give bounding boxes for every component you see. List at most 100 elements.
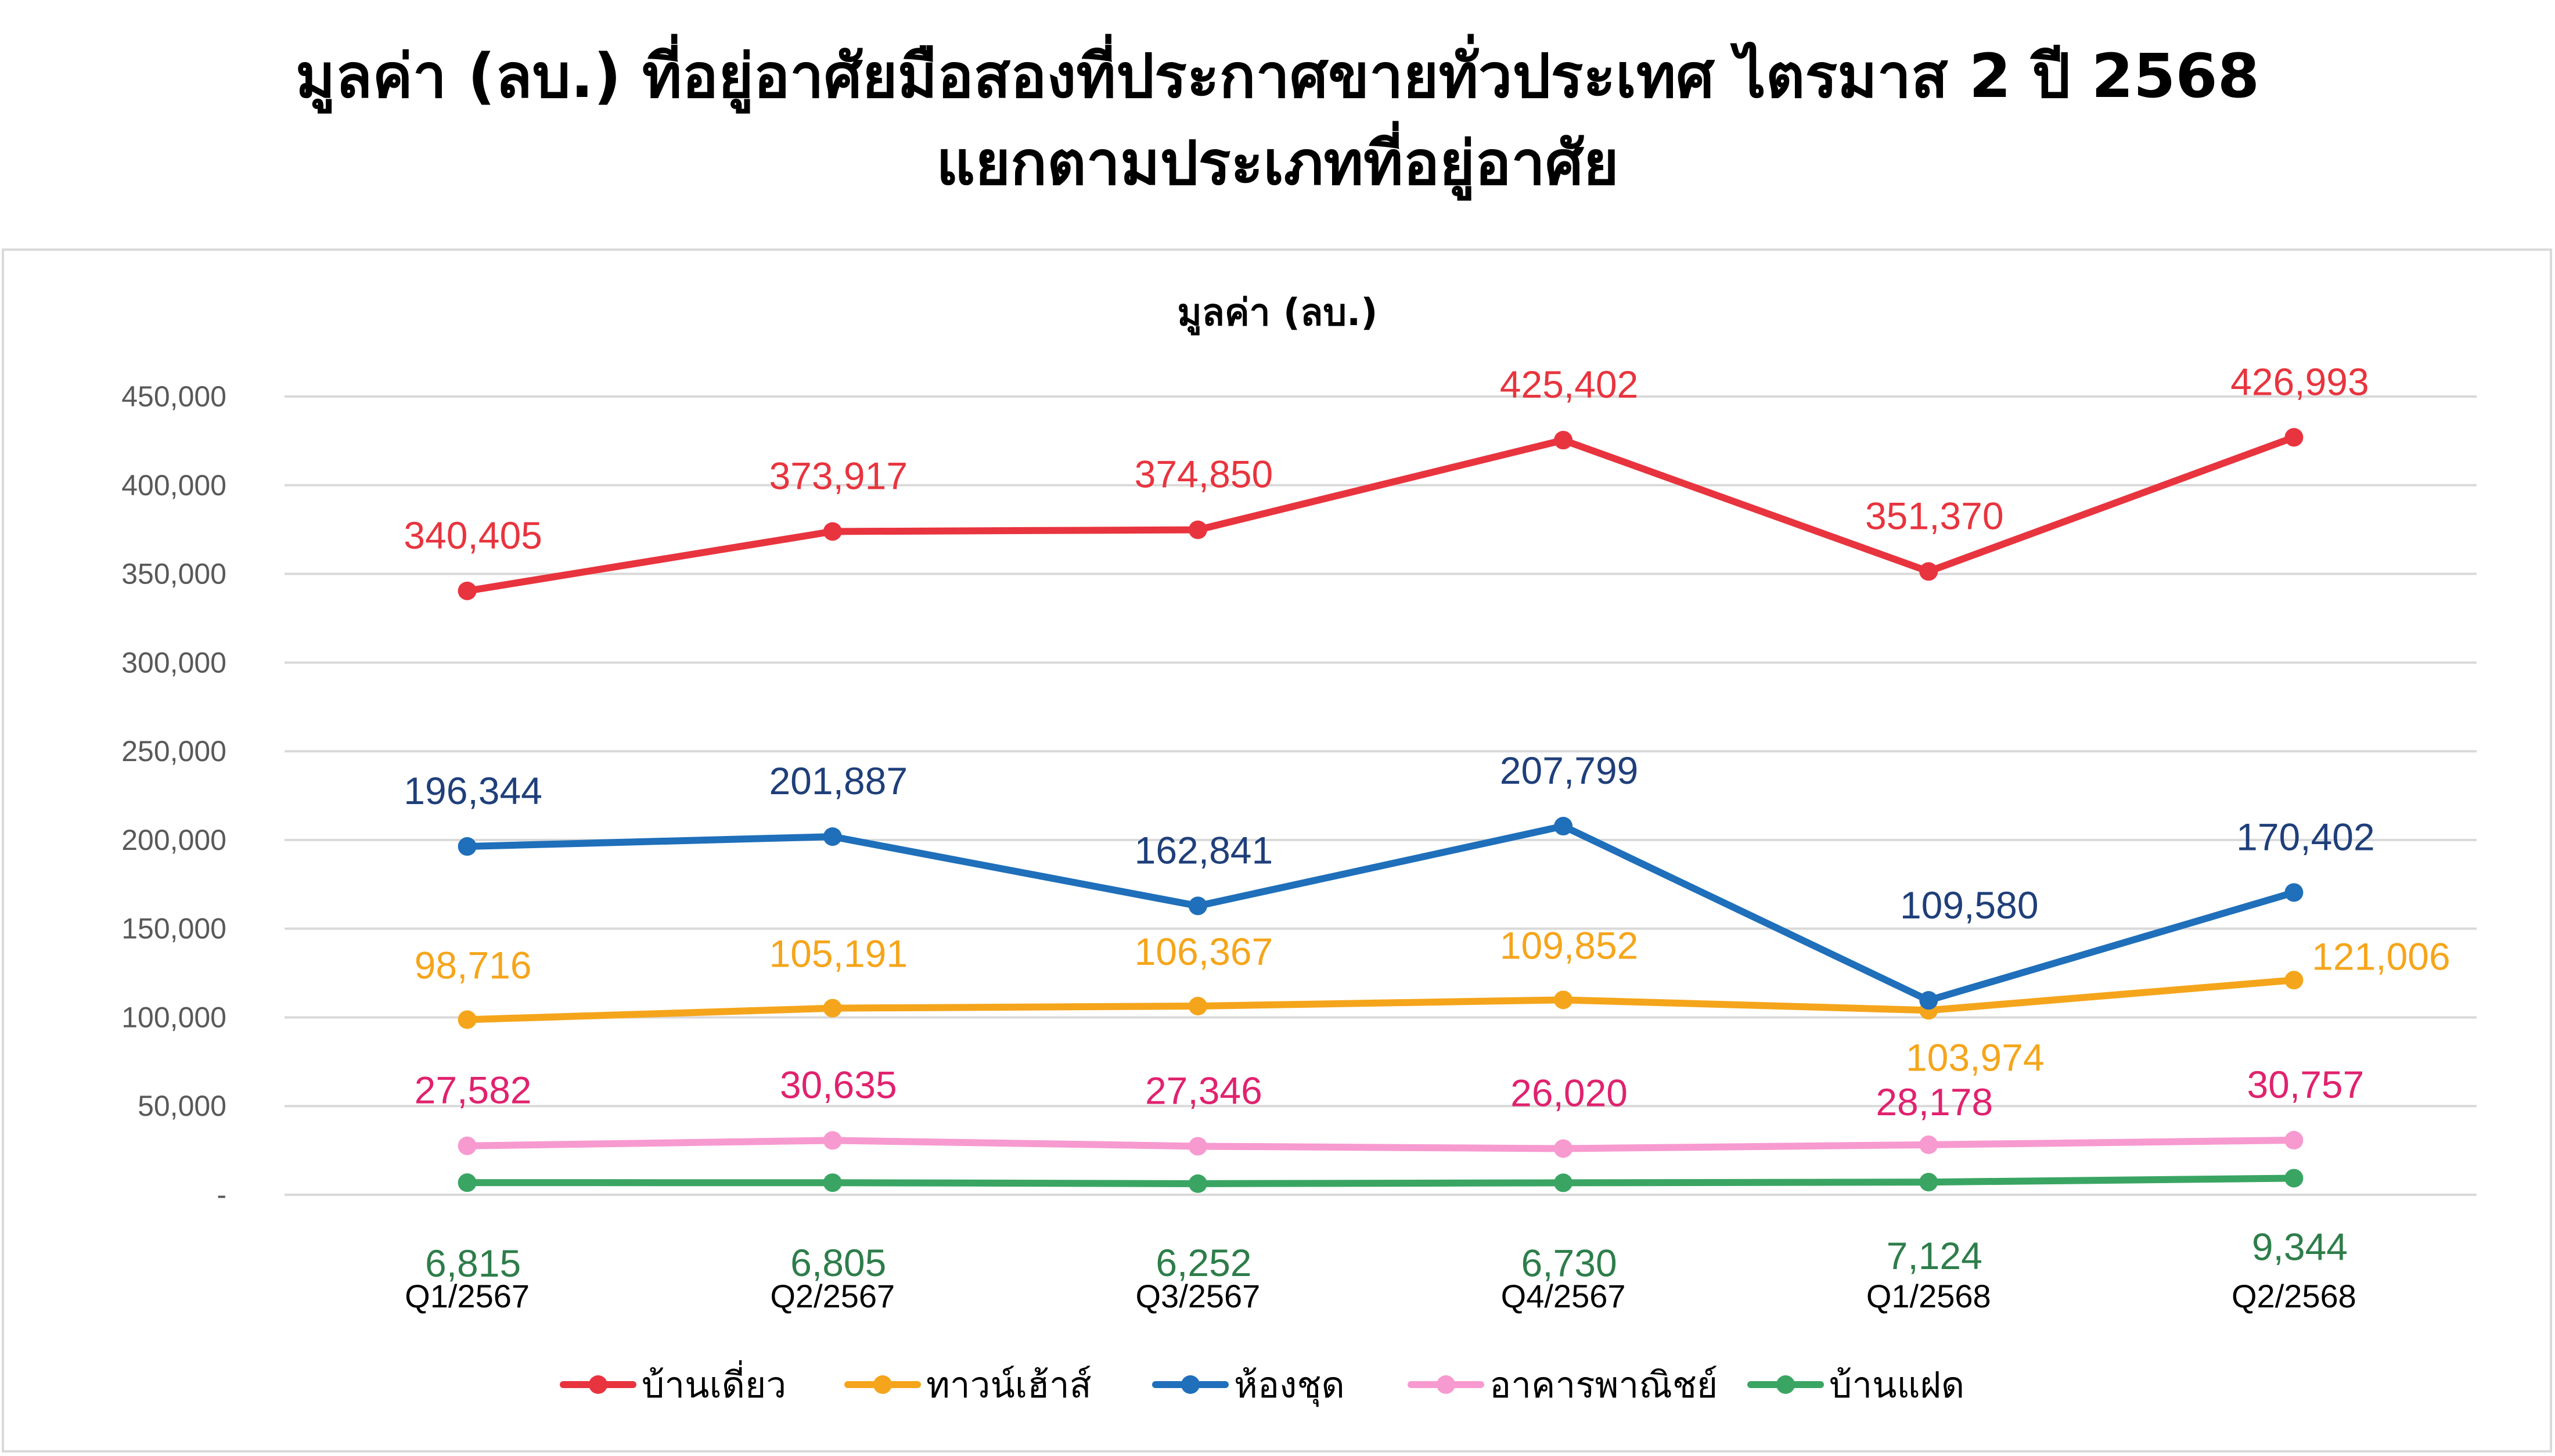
y-tick-label: 450,000 bbox=[121, 380, 226, 413]
legend-item[interactable]: บ้านเดี่ยว bbox=[560, 1360, 786, 1406]
data-label: 162,841 bbox=[1135, 828, 1273, 871]
data-label: 207,799 bbox=[1500, 749, 1639, 792]
series-line bbox=[458, 428, 2304, 600]
y-tick-label: 200,000 bbox=[121, 824, 226, 856]
legend-label: อาคารพาณิชย์ bbox=[1489, 1364, 1718, 1406]
legend-label: ทาวน์เฮ้าส์ bbox=[926, 1364, 1092, 1406]
data-label: 30,757 bbox=[2247, 1063, 2364, 1106]
data-point[interactable] bbox=[1188, 996, 1207, 1015]
series-line bbox=[458, 817, 2304, 1010]
data-point[interactable] bbox=[1554, 990, 1573, 1010]
data-point[interactable] bbox=[823, 1131, 842, 1150]
data-label: 30,635 bbox=[780, 1063, 897, 1106]
data-point[interactable] bbox=[1919, 562, 1938, 581]
data-point[interactable] bbox=[1188, 896, 1207, 916]
gridlines bbox=[285, 395, 2477, 1196]
data-point[interactable] bbox=[823, 522, 842, 541]
series-line bbox=[458, 1131, 2304, 1158]
series-group bbox=[458, 428, 2304, 1193]
series-line bbox=[458, 971, 2304, 1029]
series-path bbox=[463, 976, 2298, 1023]
legend-marker bbox=[1776, 1375, 1795, 1394]
legend-label: ห้องชุด bbox=[1234, 1364, 1345, 1407]
data-point[interactable] bbox=[2284, 883, 2304, 902]
data-label: 27,346 bbox=[1145, 1069, 1262, 1112]
y-tick-label: 400,000 bbox=[121, 469, 226, 502]
data-point[interactable] bbox=[1554, 1173, 1573, 1192]
y-tick-label: 350,000 bbox=[121, 558, 226, 590]
legend[interactable]: บ้านเดี่ยว ทาวน์เฮ้าส์ ห้องชุด อาคารพาณิชย์… bbox=[560, 1360, 1964, 1407]
data-label: 426,993 bbox=[2230, 360, 2369, 403]
data-label: 373,917 bbox=[769, 454, 908, 497]
data-label: 374,850 bbox=[1135, 453, 1273, 496]
data-point[interactable] bbox=[1188, 520, 1207, 539]
data-label: 103,974 bbox=[1906, 1036, 2045, 1079]
title-line-1: มูลค่า (ลบ.) ที่อยู่อาศัยมือสองที่ประกาศ… bbox=[295, 41, 2260, 111]
data-point[interactable] bbox=[823, 999, 842, 1018]
data-point[interactable] bbox=[1188, 1137, 1207, 1156]
y-tick-label: 100,000 bbox=[121, 1001, 226, 1033]
y-tick-label: - bbox=[217, 1179, 226, 1211]
data-label: 6,805 bbox=[790, 1241, 886, 1284]
data-point[interactable] bbox=[2284, 1169, 2304, 1188]
y-axis: - 50,000 100,000 150,000 200,000 250,000 300,0… bbox=[121, 380, 226, 1211]
series-path bbox=[463, 1174, 2298, 1187]
data-point[interactable] bbox=[458, 1136, 477, 1155]
legend-label: บ้านเดี่ยว bbox=[642, 1360, 786, 1406]
legend-item[interactable]: ห้องชุด bbox=[1152, 1364, 1345, 1407]
data-label: 351,370 bbox=[1865, 494, 2004, 537]
data-point[interactable] bbox=[823, 827, 842, 846]
series-line bbox=[458, 1169, 2304, 1193]
y-tick-label: 250,000 bbox=[121, 735, 226, 767]
data-label: 109,852 bbox=[1500, 924, 1639, 967]
data-label: 121,006 bbox=[2312, 935, 2450, 978]
data-label: 106,367 bbox=[1135, 930, 1273, 973]
x-tick-label: Q1/2568 bbox=[1866, 1278, 1991, 1314]
data-point[interactable] bbox=[2284, 1131, 2304, 1150]
data-labels: 340,405 373,917 374,850 425,402 351,370 426,9… bbox=[404, 360, 2450, 1285]
chart-main-title: มูลค่า (ลบ.) ที่อยู่อาศัยมือสองที่ประกาศ… bbox=[0, 33, 2555, 207]
y-tick-label: 300,000 bbox=[121, 646, 226, 679]
data-point[interactable] bbox=[1188, 1174, 1207, 1193]
data-label: 9,344 bbox=[2252, 1225, 2348, 1268]
x-tick-label: Q1/2567 bbox=[405, 1278, 530, 1314]
data-point[interactable] bbox=[1554, 1139, 1573, 1158]
series-path bbox=[463, 434, 2298, 594]
data-label: 6,730 bbox=[1521, 1241, 1617, 1284]
data-point[interactable] bbox=[458, 1010, 477, 1029]
data-label: 6,815 bbox=[425, 1242, 521, 1285]
data-label: 98,716 bbox=[415, 943, 532, 986]
x-tick-label: Q2/2568 bbox=[2232, 1278, 2356, 1314]
data-label: 27,582 bbox=[415, 1069, 532, 1112]
data-label: 340,405 bbox=[404, 514, 542, 557]
data-point[interactable] bbox=[1554, 817, 1573, 836]
data-label: 105,191 bbox=[769, 932, 908, 975]
data-point[interactable] bbox=[823, 1173, 842, 1192]
data-point[interactable] bbox=[1919, 1135, 1938, 1154]
legend-item[interactable]: ทาวน์เฮ้าส์ bbox=[844, 1364, 1092, 1406]
data-point[interactable] bbox=[2284, 971, 2304, 990]
data-point[interactable] bbox=[1919, 1173, 1938, 1192]
series-path bbox=[463, 823, 2298, 1004]
data-point[interactable] bbox=[1554, 431, 1573, 450]
legend-marker bbox=[1437, 1375, 1455, 1394]
data-point[interactable] bbox=[458, 1173, 477, 1192]
x-tick-label: Q4/2567 bbox=[1501, 1278, 1626, 1314]
data-point[interactable] bbox=[458, 581, 477, 600]
data-point[interactable] bbox=[458, 837, 477, 856]
x-tick-label: Q2/2567 bbox=[770, 1278, 895, 1314]
legend-marker bbox=[589, 1375, 607, 1394]
chart-frame bbox=[2, 248, 2552, 1453]
legend-marker bbox=[1181, 1375, 1200, 1394]
legend-item[interactable]: อาคารพาณิชย์ bbox=[1408, 1364, 1718, 1406]
data-point[interactable] bbox=[2284, 428, 2304, 447]
legend-item[interactable]: บ้านแฝด bbox=[1747, 1364, 1964, 1406]
data-point[interactable] bbox=[1919, 991, 1938, 1010]
title-line-2: แยกตามประเภทที่อยู่อาศัย bbox=[936, 128, 1619, 199]
data-label: 26,020 bbox=[1510, 1071, 1628, 1114]
series-path bbox=[463, 1137, 2298, 1152]
data-label: 7,124 bbox=[1887, 1234, 1982, 1277]
data-label: 425,402 bbox=[1500, 363, 1639, 406]
data-label: 28,178 bbox=[1876, 1080, 1993, 1123]
